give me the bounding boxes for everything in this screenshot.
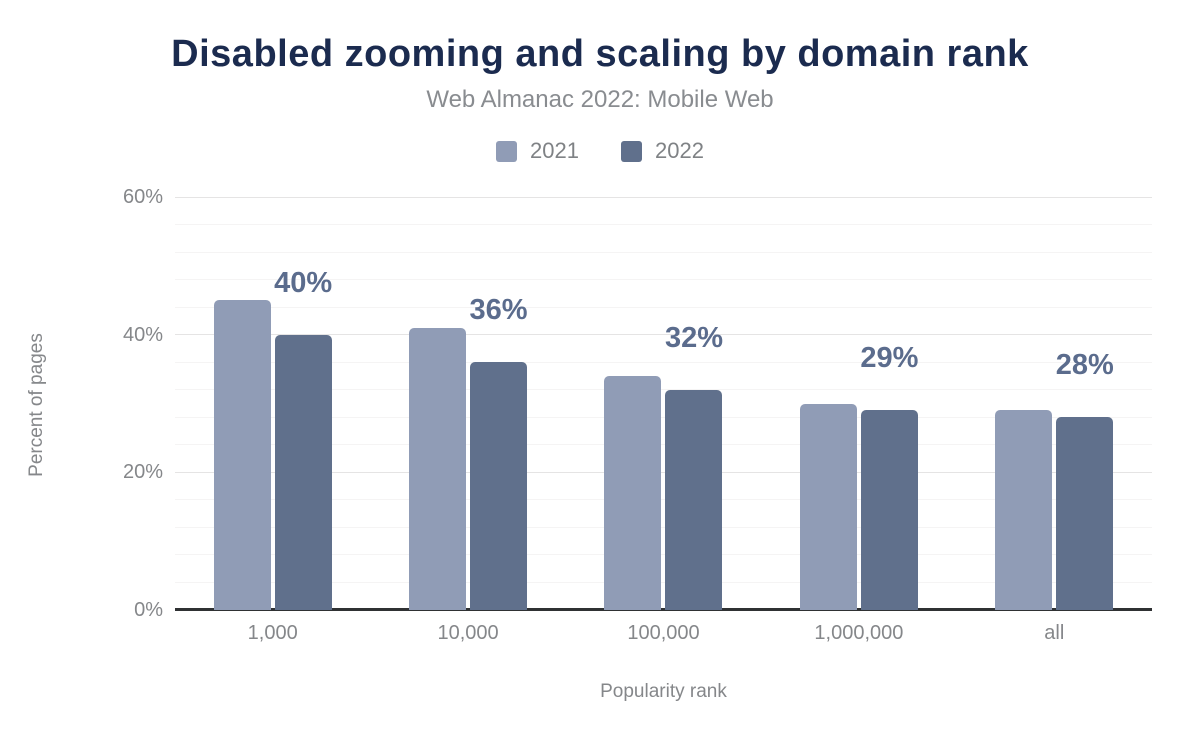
bar-group: 40%: [175, 197, 370, 610]
data-label-2022-10000: 36%: [469, 294, 528, 327]
bar-2022-all[interactable]: [1056, 417, 1114, 610]
bar-2022-1000[interactable]: [274, 334, 332, 610]
legend-swatch-2022: [621, 140, 642, 162]
legend-item-2022[interactable]: 2022: [621, 138, 704, 164]
minor-gridline: [175, 279, 1152, 281]
legend-label-2021: 2021: [530, 138, 579, 163]
bar-2021-1000000[interactable]: [799, 403, 857, 610]
bar-2021-100000[interactable]: [604, 375, 662, 610]
major-gridline: [175, 196, 1152, 198]
bar-2022-100000[interactable]: [665, 389, 723, 610]
y-tick-label: 20%: [122, 461, 163, 484]
minor-gridline: [175, 361, 1152, 363]
data-label-2022-1000000: 29%: [860, 342, 919, 375]
x-tick-label: 10,000: [437, 622, 499, 644]
x-axis-title: Popularity rank: [600, 681, 727, 702]
legend: 2021 2022: [0, 138, 1200, 164]
minor-gridline: [175, 526, 1152, 528]
x-tick-label: 1,000: [247, 622, 298, 644]
bar-2022-10000[interactable]: [470, 362, 528, 610]
major-gridline: [175, 334, 1152, 336]
bar-2021-10000[interactable]: [409, 327, 467, 610]
bar-2021-all[interactable]: [995, 410, 1053, 610]
minor-gridline: [175, 251, 1152, 253]
bar-group: 29%: [761, 197, 956, 610]
bar-group: 32%: [566, 197, 761, 610]
data-label-2022-1000: 40%: [274, 266, 333, 299]
y-tick-label: 60%: [122, 186, 163, 208]
minor-gridline: [175, 554, 1152, 556]
minor-gridline: [175, 444, 1152, 446]
legend-item-2021[interactable]: 2021: [496, 138, 579, 164]
legend-label-2022: 2022: [655, 138, 704, 163]
bar-2021-1000[interactable]: [213, 300, 271, 610]
data-label-2022-100000: 32%: [664, 321, 723, 354]
bar-group: 28%: [957, 197, 1152, 610]
data-label-2022-all: 28%: [1055, 349, 1114, 382]
y-tick-label: 0%: [134, 599, 163, 621]
minor-gridline: [175, 581, 1152, 583]
plot-area: 40% 36% 32% 29% 28%: [175, 196, 1152, 611]
bar-group: 36%: [370, 197, 565, 610]
minor-gridline: [175, 224, 1152, 226]
minor-gridline: [175, 416, 1152, 418]
legend-swatch-2021: [496, 140, 518, 162]
x-tick-label: 1,000,000: [814, 622, 904, 644]
bar-2022-1000000[interactable]: [860, 410, 918, 610]
x-tick-label: all: [1044, 622, 1065, 644]
y-tick-label: 40%: [122, 323, 163, 346]
x-axis-line: [175, 608, 1152, 611]
chart-title: Disabled zooming and scaling by domain r…: [171, 33, 1029, 75]
major-gridline: [175, 471, 1152, 473]
chart-subtitle: Web Almanac 2022: Mobile Web: [426, 86, 774, 113]
minor-gridline: [175, 306, 1152, 308]
minor-gridline: [175, 499, 1152, 501]
minor-gridline: [175, 389, 1152, 391]
x-tick-label: 100,000: [627, 622, 700, 644]
